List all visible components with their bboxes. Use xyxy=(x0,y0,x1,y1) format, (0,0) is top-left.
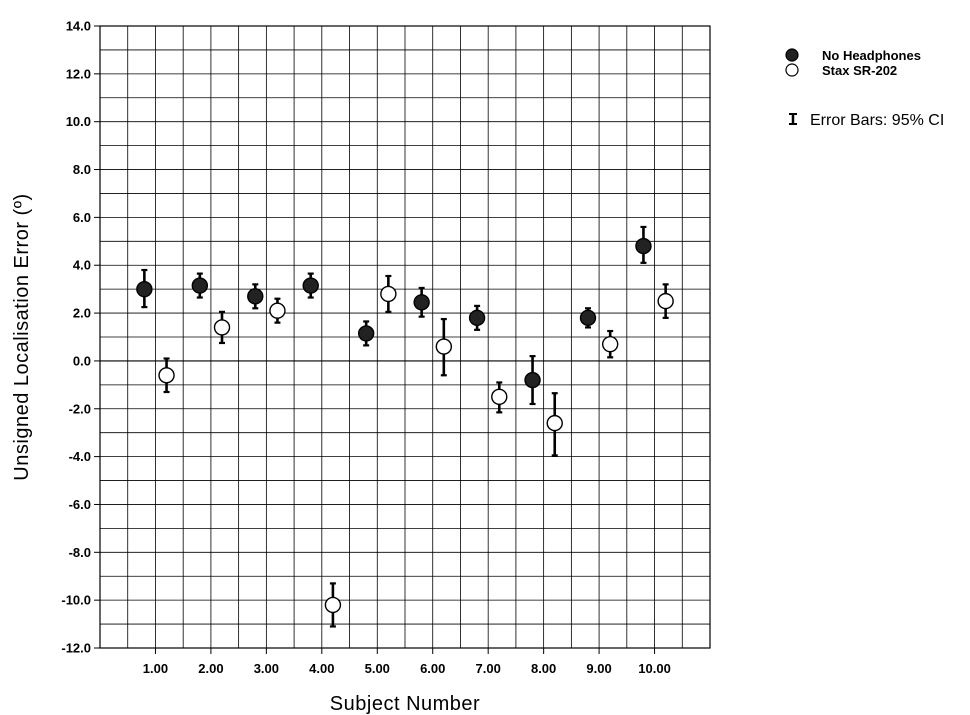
data-point xyxy=(635,237,652,255)
y-tick-label: -2.0 xyxy=(69,401,91,416)
data-point xyxy=(191,277,209,294)
plot-frame xyxy=(99,25,711,649)
data-point xyxy=(357,325,375,342)
x-axis: 1.00 2.00 3.00 4.00 5.00 6.00 7.00 8.00 9.00 10.0… xyxy=(143,648,671,676)
data-point xyxy=(546,414,563,432)
y-tick-label: 4.0 xyxy=(73,258,91,273)
data-point xyxy=(158,367,175,384)
data-point xyxy=(380,285,397,303)
error-bar-note: Error Bars: 95% CI xyxy=(810,112,944,129)
data-points xyxy=(136,225,674,628)
legend-marker-open-circle-icon xyxy=(785,63,799,77)
data-point xyxy=(302,277,319,294)
y-tick-label: -12.0 xyxy=(61,641,91,656)
data-point xyxy=(269,302,286,319)
legend-label-no-headphones: No Headphones xyxy=(822,48,921,63)
y-tick-label: -10.0 xyxy=(61,593,91,608)
data-point xyxy=(435,338,453,355)
y-tick-label: 2.0 xyxy=(73,306,91,321)
x-tick-label: 3.00 xyxy=(254,661,279,676)
y-axis: 14.0 12.0 10.0 8.0 6.0 4.0 2.0 0.0 -2.0 -4.0 -6.0 -… xyxy=(61,19,100,656)
y-tick-label: -6.0 xyxy=(69,497,91,512)
legend-marker-filled-circle-icon xyxy=(785,48,799,62)
data-point xyxy=(468,309,486,327)
data-point xyxy=(213,319,231,336)
data-point xyxy=(524,371,541,389)
y-tick-label: 10.0 xyxy=(66,114,91,129)
y-tick-label: 8.0 xyxy=(73,162,91,177)
data-point xyxy=(579,309,597,327)
error-bar-icon xyxy=(789,113,797,125)
x-tick-label: 5.00 xyxy=(365,661,390,676)
x-axis-title: Subject Number xyxy=(330,693,480,715)
data-point xyxy=(413,294,430,311)
data-point xyxy=(601,335,619,353)
x-tick-label: 9.00 xyxy=(586,661,611,676)
y-tick-label: 6.0 xyxy=(73,210,91,225)
x-tick-label: 7.00 xyxy=(476,661,501,676)
x-tick-label: 2.00 xyxy=(198,661,223,676)
x-tick-label: 4.00 xyxy=(309,661,334,676)
y-tick-label: 14.0 xyxy=(66,19,91,34)
y-tick-label: -4.0 xyxy=(69,449,91,464)
data-point xyxy=(657,292,674,310)
legend-label-stax: Stax SR-202 xyxy=(822,63,897,78)
series-filled xyxy=(136,225,652,406)
x-tick-label: 8.00 xyxy=(531,661,556,676)
data-point xyxy=(247,288,264,305)
grid xyxy=(99,25,711,649)
data-point xyxy=(136,280,153,298)
x-tick-label: 10.00 xyxy=(638,661,671,676)
x-tick-label: 1.00 xyxy=(143,661,168,676)
x-tick-label: 6.00 xyxy=(420,661,445,676)
y-axis-title: Unsigned Localisation Error (º) xyxy=(11,193,33,480)
y-tick-label: 0.0 xyxy=(73,353,91,368)
data-point xyxy=(491,388,508,406)
y-tick-label: 12.0 xyxy=(66,66,91,81)
y-tick-label: -8.0 xyxy=(69,545,91,560)
series-open xyxy=(158,274,674,628)
legend: No Headphones Stax SR-202 Error Bars: 95… xyxy=(785,48,944,129)
data-point xyxy=(324,596,342,614)
